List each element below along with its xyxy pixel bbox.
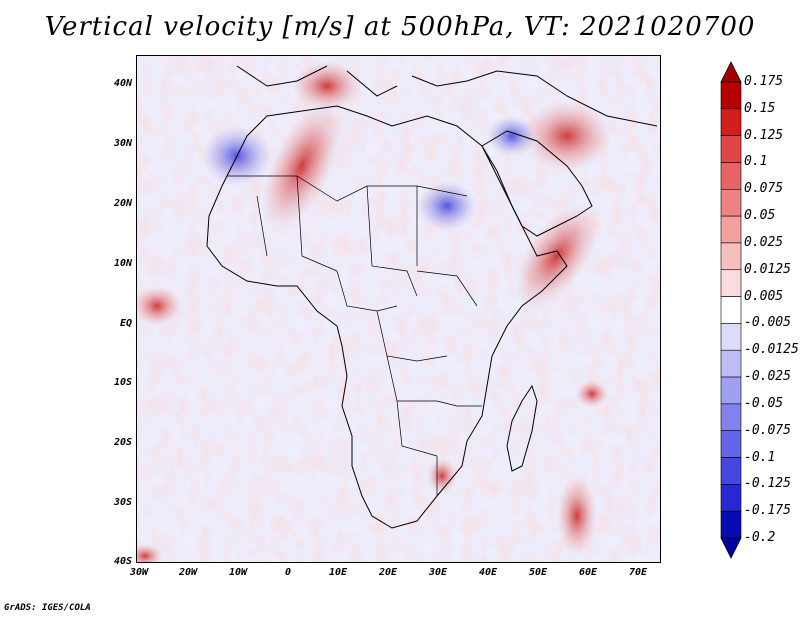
europe-coastline [236, 65, 658, 127]
colorbar-level-label: 0.1 [744, 154, 768, 170]
lat-tick-label: 20S [113, 437, 132, 448]
colorbar-segment [720, 215, 742, 244]
colorbar-level-label: -0.1 [744, 449, 776, 465]
colorbar-level-label: -0.125 [744, 476, 791, 492]
colorbar-segment [720, 510, 742, 539]
colorbar-level-label: 0.005 [744, 288, 784, 304]
colorbar-level-label: 0.025 [744, 234, 784, 250]
arabia-coastline [481, 130, 593, 237]
colorbar-segment [720, 162, 742, 190]
colorbar-level-label: -0.05 [744, 395, 784, 411]
velocity-field [137, 56, 660, 562]
colorbar-segment [720, 323, 742, 351]
colorbar-level-label: -0.005 [744, 315, 791, 331]
colorbar-level-label: 0.175 [744, 74, 784, 89]
map-title: Vertical velocity [m/s] at 500hPa, VT: 2… [44, 12, 756, 42]
map-plot-area [136, 55, 661, 563]
lon-tick-label: 50E [528, 567, 548, 578]
colorbar-segment [720, 430, 742, 458]
lon-tick-label: 10E [328, 567, 348, 578]
colorbar-level-label: -0.175 [744, 503, 791, 519]
lon-tick-label: 20W [178, 567, 198, 578]
colorbar-level-label: 0.15 [744, 100, 776, 116]
lat-tick-label: 30S [113, 497, 132, 508]
colorbar-segment [720, 296, 742, 324]
colorbar-level-label: 0.0125 [744, 261, 791, 277]
colorbar-segment [720, 484, 742, 512]
colorbar-level-label: -0.2 [744, 530, 776, 545]
lon-tick-label: 70E [628, 567, 648, 578]
lon-tick-label: 20E [378, 567, 398, 578]
madagascar-coastline [506, 384, 538, 472]
colorbar-segment [720, 376, 742, 405]
lon-tick-label: 10W [228, 567, 248, 578]
colorbar-segment [720, 242, 742, 271]
lat-tick-label: 30N [113, 138, 132, 149]
country-borders [227, 175, 482, 496]
colorbar-level-label: 0.125 [744, 127, 784, 143]
colorbar-segment [720, 135, 742, 163]
lat-tick-label: 20N [113, 198, 132, 209]
lon-tick-label: 30W [129, 567, 149, 578]
colorbar-level-label: 0.075 [744, 181, 784, 197]
colorbar-top-arrow [720, 61, 742, 83]
lat-tick-label: 40S [113, 556, 132, 567]
lat-tick-label: EQ [119, 318, 132, 329]
credit-text: GrADS: IGES/COLA [4, 603, 91, 613]
colorbar-bottom-arrow [720, 537, 742, 559]
colorbar-segment [720, 81, 742, 110]
colorbar [720, 61, 742, 559]
lon-tick-label: 40E [478, 567, 498, 578]
lat-tick-label: 10S [113, 377, 132, 388]
colorbar-level-label: -0.075 [744, 422, 791, 438]
africa-coastline [206, 105, 568, 529]
colorbar-level-label: -0.0125 [744, 342, 799, 358]
lat-tick-label: 10N [113, 258, 132, 269]
lat-tick-label: 40N [113, 78, 132, 89]
colorbar-segment [720, 108, 742, 136]
lon-tick-label: 60E [578, 567, 598, 578]
colorbar-segment [720, 403, 742, 432]
colorbar-level-label: -0.025 [744, 369, 791, 385]
colorbar-segment [720, 269, 742, 297]
lon-tick-label: 30E [428, 567, 448, 578]
colorbar-segment [720, 188, 742, 217]
lon-tick-label: 0 [284, 567, 292, 578]
colorbar-segment [720, 457, 742, 485]
colorbar-segment [720, 349, 742, 378]
colorbar-level-label: 0.05 [744, 208, 776, 224]
